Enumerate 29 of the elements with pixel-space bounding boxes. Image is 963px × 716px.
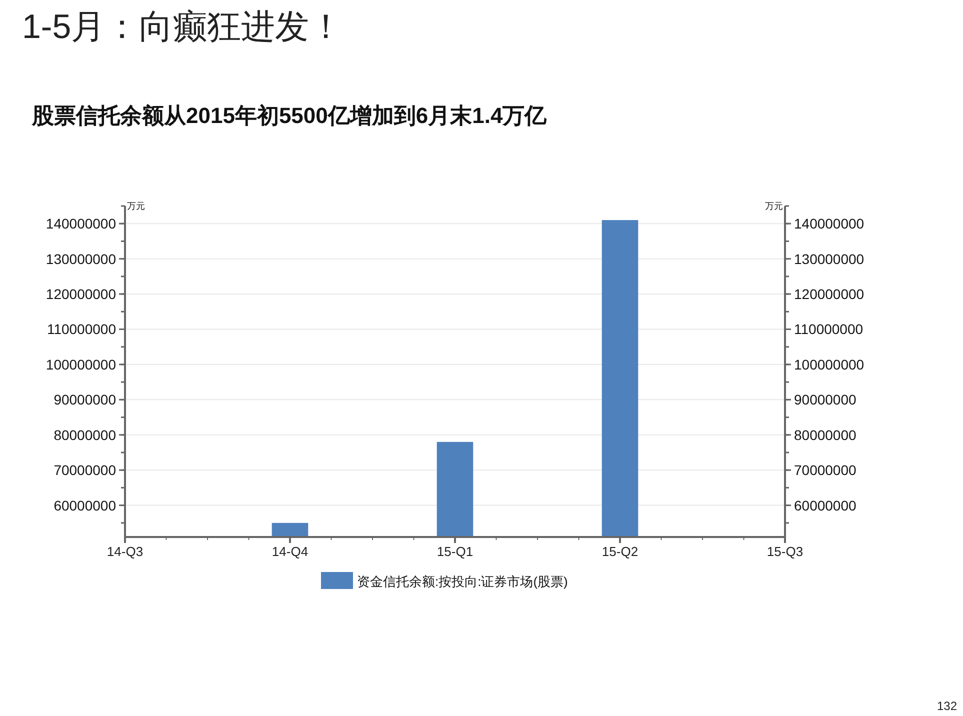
- y2-tick-label: 120000000: [794, 286, 864, 302]
- y-tick-label: 80000000: [54, 426, 116, 443]
- x-tick-label: 15-Q1: [436, 544, 474, 559]
- y-tick-label: 100000000: [46, 356, 116, 372]
- legend-label: 资金信托余额:按投向:证券市场(股票): [357, 574, 568, 589]
- y-axis-title: 万元: [127, 201, 145, 211]
- y-tick-label: 120000000: [46, 286, 116, 302]
- x-tick-label: 14-Q4: [272, 544, 308, 559]
- chart-subtitle: 股票信托余额从2015年初5500亿增加到6月末1.4万亿: [31, 103, 548, 128]
- x-tick-label: 15-Q3: [766, 544, 804, 559]
- y-tick-label: 130000000: [46, 250, 116, 267]
- y-tick-label: 90000000: [54, 392, 116, 408]
- text: 132: [936, 699, 958, 713]
- y2-tick-label: 90000000: [794, 392, 857, 408]
- y2-tick-label: 100000000: [794, 356, 864, 372]
- y-tick-label: 70000000: [54, 462, 116, 478]
- y-tick-label: 140000000: [46, 216, 116, 232]
- chart-title: 1-5月：向癫狂进发！: [22, 8, 344, 46]
- y2-tick-label: 60000000: [794, 497, 857, 514]
- y2-tick-label: 110000000: [794, 321, 864, 338]
- x-tick-label: 14-Q3: [106, 544, 144, 559]
- y2-tick-label: 130000000: [794, 250, 864, 267]
- y2-axis-title: 万元: [765, 201, 783, 211]
- y2-tick-label: 70000000: [794, 462, 857, 478]
- y2-tick-label: 80000000: [794, 426, 857, 443]
- y2-tick-label: 140000000: [794, 216, 864, 232]
- y-tick-label: 110000000: [46, 321, 116, 338]
- y-tick-label: 60000000: [54, 497, 116, 514]
- x-tick-label: 15-Q2: [602, 544, 638, 559]
